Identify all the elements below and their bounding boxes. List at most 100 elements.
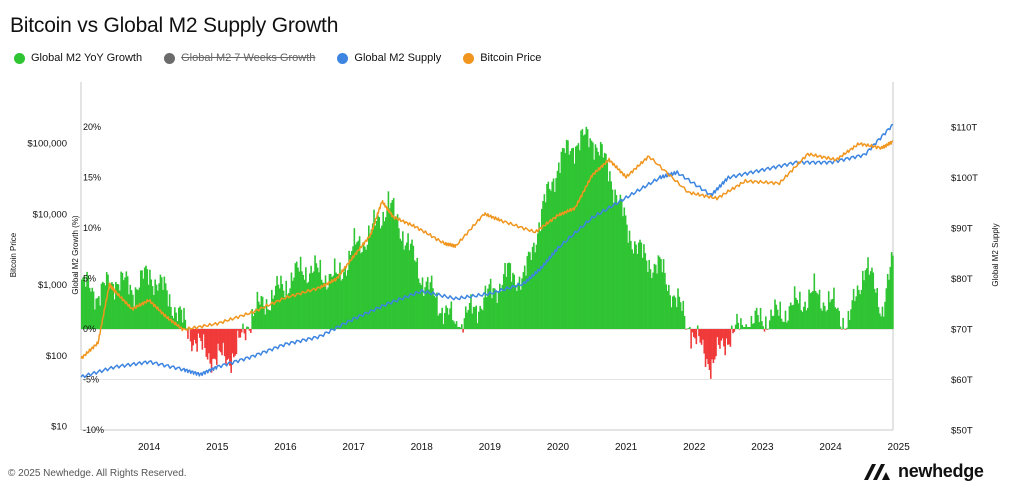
growth-bar xyxy=(160,277,163,329)
growth-bar xyxy=(521,278,523,329)
growth-bar xyxy=(205,329,208,357)
growth-bar xyxy=(577,143,580,329)
growth-bar xyxy=(357,240,360,329)
growth-bar xyxy=(851,300,854,329)
growth-bar xyxy=(833,287,835,329)
growth-bar xyxy=(484,285,487,329)
growth-bar xyxy=(407,233,409,329)
growth-bar xyxy=(354,244,357,329)
growth-bar xyxy=(208,329,210,354)
growth-bar xyxy=(546,184,548,329)
growth-bar xyxy=(822,302,825,329)
growth-bar xyxy=(517,282,519,329)
growth-bar xyxy=(271,289,273,329)
growth-bar xyxy=(147,284,150,329)
growth-bar xyxy=(867,257,869,329)
growth-bar xyxy=(784,310,787,329)
growth-bar xyxy=(164,283,167,329)
growth-bar xyxy=(698,329,700,337)
growth-bar xyxy=(314,255,316,329)
growth-bar xyxy=(842,317,844,329)
growth-bar xyxy=(526,256,529,329)
growth-bar xyxy=(637,242,640,329)
growth-bar xyxy=(658,256,661,329)
growth-bar xyxy=(335,272,337,329)
growth-bar xyxy=(137,290,139,329)
growth-bar xyxy=(613,202,615,329)
growth-bar xyxy=(692,329,695,337)
legend-item-m2-7-weeks-growth[interactable]: Global M2 7 Weeks Growth xyxy=(164,52,315,64)
chart-title: Bitcoin vs Global M2 Supply Growth xyxy=(10,14,339,37)
growth-bar xyxy=(679,302,682,329)
growth-bar xyxy=(290,272,293,329)
growth-bar xyxy=(264,314,267,329)
growth-bar xyxy=(378,217,381,329)
growth-bar xyxy=(387,191,390,329)
x-tick-label: 2020 xyxy=(547,442,570,453)
growth-bar xyxy=(762,326,764,329)
growth-bar xyxy=(538,222,540,329)
growth-bar xyxy=(627,242,630,329)
growth-bar xyxy=(597,151,599,329)
growth-bar xyxy=(461,324,463,329)
growth-bar xyxy=(518,276,521,329)
growth-bar xyxy=(433,295,436,329)
growth-bar xyxy=(875,292,877,329)
growth-bar xyxy=(687,328,690,329)
growth-bar xyxy=(572,147,574,329)
growth-bar xyxy=(247,326,250,329)
growth-bar xyxy=(508,262,510,329)
growth-bar xyxy=(771,315,774,329)
growth-bar xyxy=(419,282,421,329)
growth-bar xyxy=(696,325,699,329)
growth-bar xyxy=(868,274,871,329)
growth-bar xyxy=(326,289,328,329)
growth-bar xyxy=(730,325,733,329)
legend-item-bitcoin-price[interactable]: Bitcoin Price xyxy=(463,52,541,64)
growth-bar xyxy=(585,126,588,329)
growth-bar xyxy=(145,265,147,329)
growth-bar xyxy=(677,288,679,329)
growth-bar xyxy=(99,305,101,329)
supply-axis-title: Global M2 Supply xyxy=(991,223,1000,286)
growth-bar xyxy=(238,329,240,338)
growth-bar xyxy=(850,309,852,329)
growth-bar xyxy=(682,300,685,329)
growth-bar xyxy=(826,309,829,329)
growth-bar xyxy=(181,322,184,329)
growth-bar xyxy=(96,297,99,329)
growth-bar xyxy=(117,284,120,329)
growth-bar xyxy=(804,301,806,329)
legend-item-m2-supply[interactable]: Global M2 Supply xyxy=(337,52,441,64)
growth-bar xyxy=(728,329,730,345)
growth-bar xyxy=(708,329,711,371)
growth-bar xyxy=(489,278,492,329)
growth-bar xyxy=(654,264,657,329)
growth-bar xyxy=(90,291,92,329)
growth-bar xyxy=(745,324,747,329)
legend-swatch-m2-7-weeks-growth xyxy=(164,52,176,64)
growth-bar xyxy=(750,315,753,329)
growth-bar xyxy=(341,278,344,329)
growth-bar xyxy=(761,321,763,329)
growth-bar xyxy=(366,244,369,329)
growth-bar xyxy=(352,246,354,329)
growth-bar xyxy=(263,306,265,329)
growth-bar xyxy=(458,326,460,329)
legend-item-m2-yoy-growth[interactable]: Global M2 YoY Growth xyxy=(14,52,142,64)
growth-bar xyxy=(374,225,377,329)
growth-bar xyxy=(297,267,299,329)
growth-bar xyxy=(711,329,713,360)
brand-logo[interactable]: newhedge xyxy=(862,461,984,482)
growth-bar xyxy=(192,329,194,346)
growth-bar xyxy=(754,310,757,329)
growth-bar xyxy=(506,263,509,329)
growth-bar xyxy=(712,329,715,364)
growth-bar xyxy=(725,329,728,339)
x-tick-label: 2016 xyxy=(274,442,297,453)
growth-bar xyxy=(493,288,496,329)
growth-bar xyxy=(87,275,90,329)
growth-bar xyxy=(871,267,873,329)
growth-bar xyxy=(715,329,717,357)
growth-bar xyxy=(475,305,478,329)
